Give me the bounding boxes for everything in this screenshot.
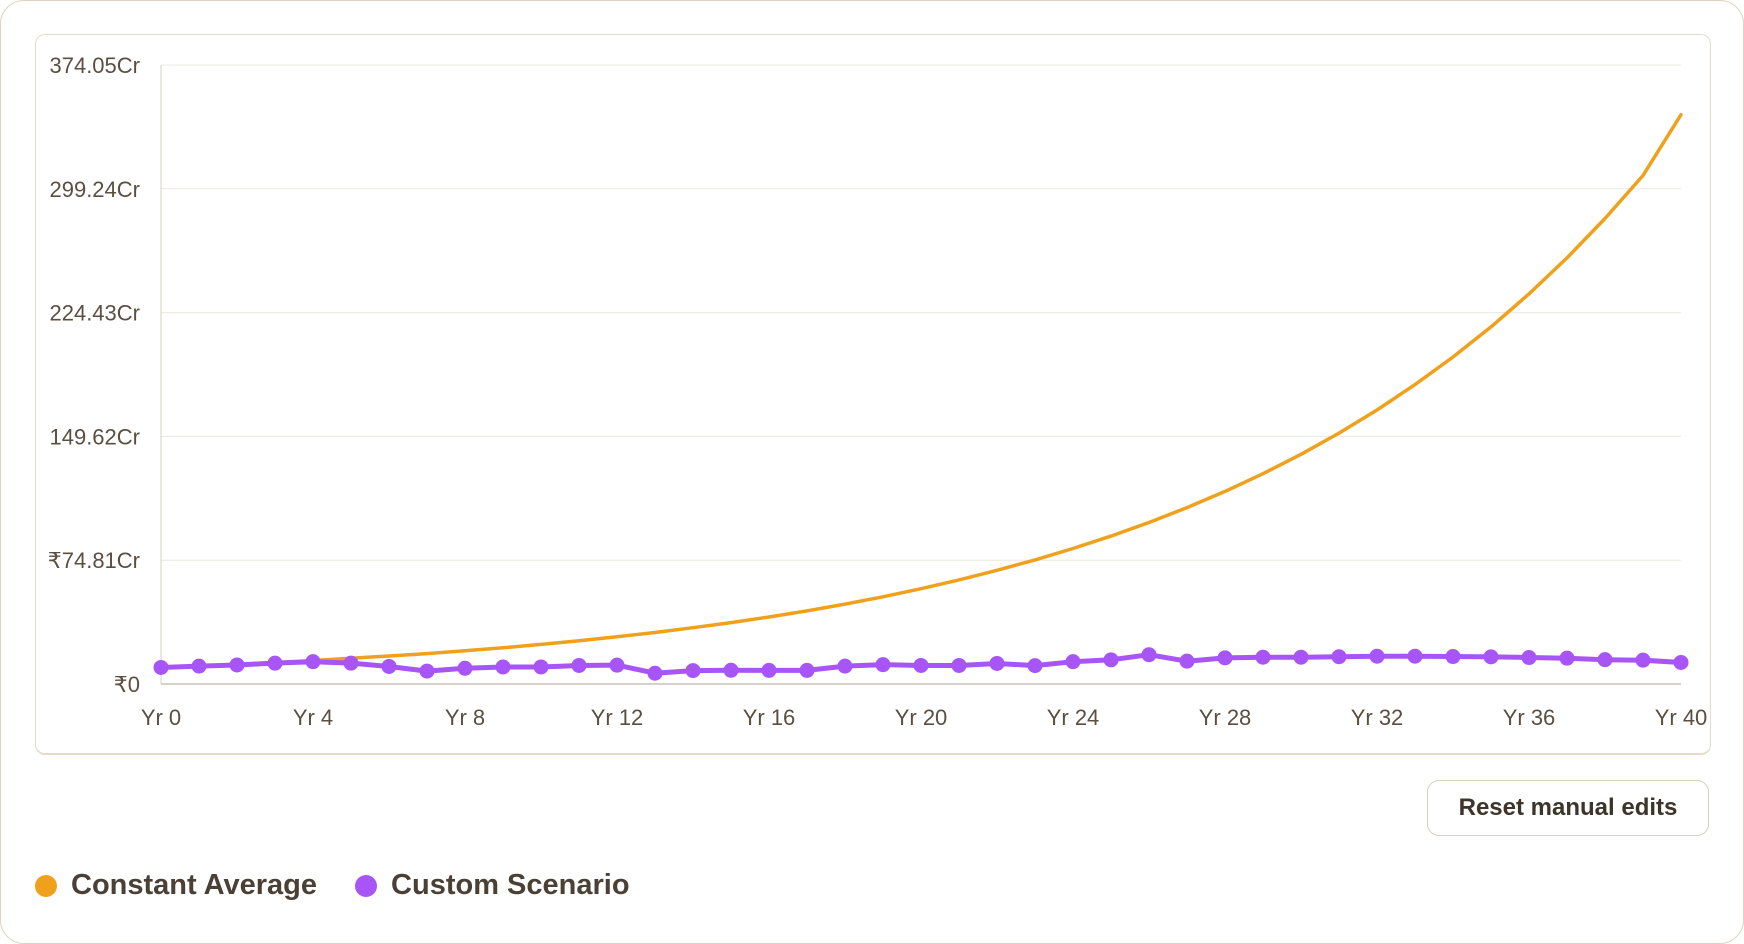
- x-tick-label: Yr 24: [1047, 705, 1100, 730]
- x-tick-label: Yr 32: [1351, 705, 1404, 730]
- data-point[interactable]: [1673, 654, 1689, 670]
- data-point[interactable]: [1407, 648, 1423, 664]
- y-tick-label: 299.24Cr: [49, 177, 140, 202]
- reset-manual-edits-button[interactable]: Reset manual edits: [1427, 780, 1709, 836]
- data-point[interactable]: [1521, 650, 1537, 666]
- data-point[interactable]: [989, 655, 1005, 671]
- x-tick-label: Yr 36: [1503, 705, 1556, 730]
- legend-item-constant-average[interactable]: Constant Average: [35, 869, 317, 902]
- data-point[interactable]: [1103, 652, 1119, 668]
- x-tick-label: Yr 8: [445, 705, 485, 730]
- data-point[interactable]: [761, 662, 777, 678]
- y-tick-label: 149.62Cr: [49, 424, 140, 449]
- chart-frame: [35, 34, 1711, 755]
- x-tick-label: Yr 4: [293, 705, 333, 730]
- data-point[interactable]: [419, 663, 435, 679]
- x-tick-label: Yr 12: [591, 705, 644, 730]
- legend-label: Custom Scenario: [391, 869, 630, 901]
- data-point[interactable]: [609, 657, 625, 673]
- chart-legend: Constant Average Custom Scenario: [35, 869, 630, 902]
- data-point[interactable]: [1483, 649, 1499, 665]
- legend-item-custom-scenario[interactable]: Custom Scenario: [355, 869, 630, 902]
- data-point[interactable]: [1179, 653, 1195, 669]
- data-point[interactable]: [1293, 649, 1309, 665]
- data-point[interactable]: [1559, 650, 1575, 666]
- data-point[interactable]: [913, 657, 929, 673]
- data-point[interactable]: [685, 663, 701, 679]
- data-point[interactable]: [647, 665, 663, 681]
- data-point[interactable]: [267, 655, 283, 671]
- data-point[interactable]: [343, 655, 359, 671]
- data-point[interactable]: [837, 658, 853, 674]
- y-tick-label: 224.43Cr: [49, 301, 140, 326]
- legend-label: Constant Average: [71, 869, 318, 901]
- x-tick-label: Yr 20: [895, 705, 948, 730]
- data-point[interactable]: [1141, 647, 1157, 663]
- data-point[interactable]: [381, 658, 397, 674]
- data-point[interactable]: [1065, 654, 1081, 670]
- data-point[interactable]: [799, 662, 815, 678]
- data-point[interactable]: [571, 657, 587, 673]
- data-point[interactable]: [495, 659, 511, 675]
- series-line-constant-average: [159, 112, 1683, 670]
- x-tick-label: Yr 40: [1655, 705, 1708, 730]
- data-point[interactable]: [723, 662, 739, 678]
- legend-dot-icon: [35, 874, 57, 897]
- data-point[interactable]: [153, 659, 169, 675]
- data-point[interactable]: [1445, 649, 1461, 665]
- x-tick-label: Yr 0: [141, 705, 181, 730]
- y-tick-label: ₹0: [114, 672, 140, 697]
- data-point[interactable]: [1217, 650, 1233, 666]
- data-point[interactable]: [305, 654, 321, 670]
- data-point[interactable]: [457, 660, 473, 676]
- x-tick-label: Yr 16: [743, 705, 796, 730]
- data-point[interactable]: [951, 657, 967, 673]
- data-point[interactable]: [1331, 649, 1347, 665]
- data-point[interactable]: [1027, 658, 1043, 674]
- data-point[interactable]: [875, 657, 891, 673]
- data-point[interactable]: [1597, 652, 1613, 668]
- data-point[interactable]: [191, 658, 207, 674]
- data-point[interactable]: [229, 657, 245, 673]
- legend-dot-icon: [355, 874, 378, 897]
- data-point[interactable]: [1255, 649, 1271, 665]
- x-tick-label: Yr 28: [1199, 705, 1252, 730]
- y-tick-label: ₹74.81Cr: [48, 548, 140, 573]
- y-tick-label: 374.05Cr: [49, 53, 140, 78]
- data-point[interactable]: [1369, 648, 1385, 664]
- data-point[interactable]: [533, 659, 549, 675]
- data-point[interactable]: [1635, 652, 1651, 668]
